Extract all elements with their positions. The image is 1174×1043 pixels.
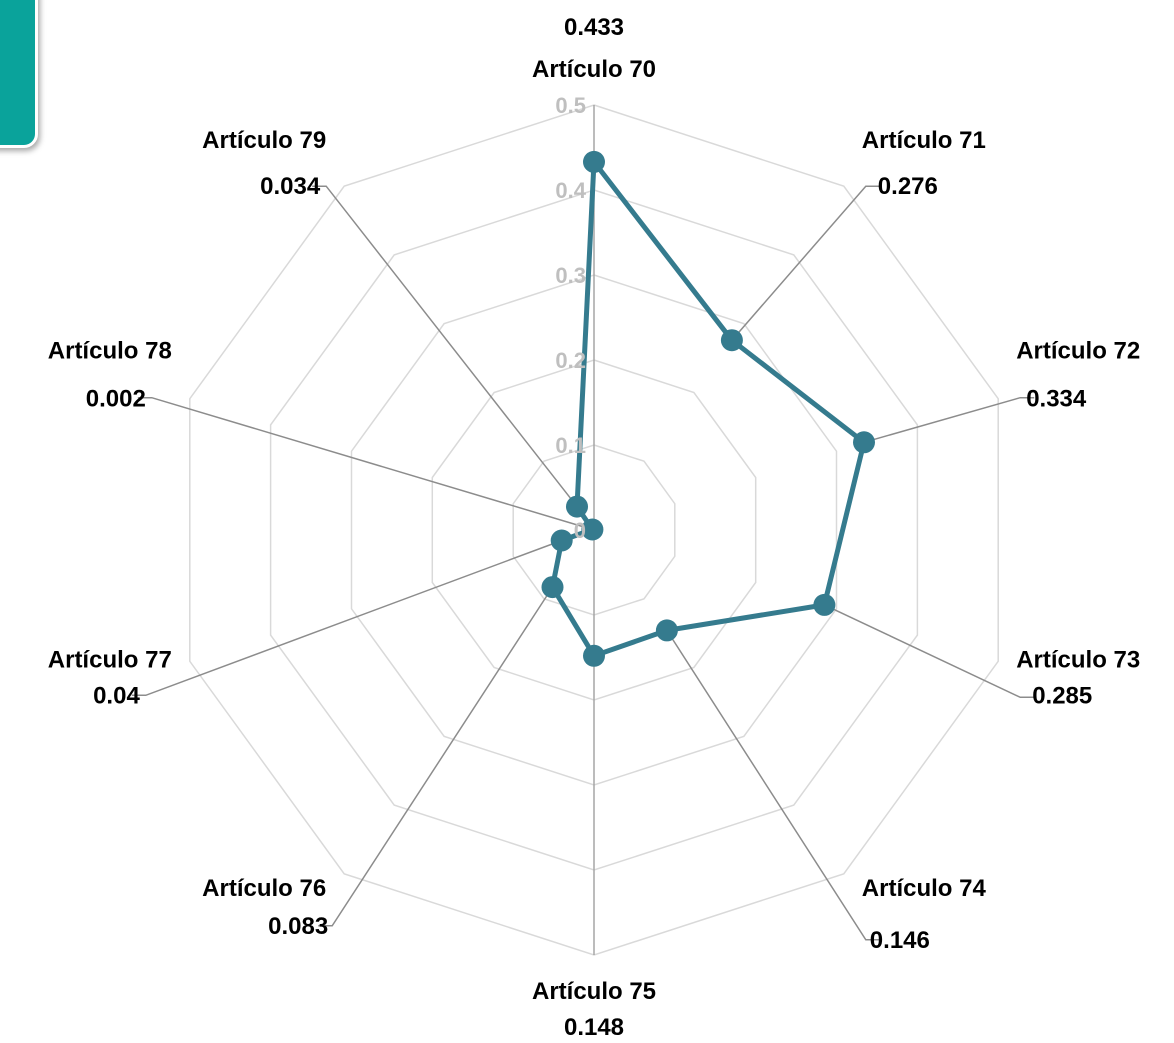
- leader-line: [131, 539, 562, 697]
- data-point-marker: [813, 593, 836, 616]
- category-label: Artículo 71: [862, 127, 986, 154]
- leader-line: [318, 586, 554, 927]
- value-label: 0.034: [260, 173, 321, 200]
- category-label: Artículo 72: [1016, 338, 1140, 365]
- leader-line: [824, 604, 1035, 699]
- data-point-marker: [655, 619, 678, 642]
- category-label: Artículo 77: [48, 646, 172, 673]
- corner-tab-decoration: [0, 0, 38, 148]
- value-label: 0.04: [93, 682, 140, 709]
- value-label: 0.285: [1032, 682, 1092, 709]
- category-label: Artículo 75: [532, 978, 656, 1005]
- tick-label: 0: [574, 518, 586, 543]
- value-label: 0.148: [564, 1014, 624, 1041]
- value-label: 0.002: [86, 386, 146, 413]
- category-label: Artículo 70: [532, 56, 656, 83]
- leader-line: [666, 629, 880, 941]
- leader-line: [312, 185, 578, 508]
- data-point-marker: [853, 431, 875, 454]
- category-label: Artículo 78: [48, 338, 172, 365]
- tick-label: 0.2: [555, 348, 586, 373]
- series-line: [550, 159, 867, 659]
- leader-line: [863, 396, 1035, 444]
- tick-label: 0.3: [555, 263, 586, 288]
- data-point-marker: [583, 150, 605, 173]
- tick-label: 0.5: [555, 93, 586, 118]
- data-point-marker: [720, 329, 743, 352]
- data-point-marker: [583, 644, 605, 667]
- category-label: Artículo 79: [202, 127, 326, 154]
- tick-label: 0.1: [555, 433, 586, 458]
- value-label: 0.334: [1026, 386, 1087, 413]
- leader-line: [137, 396, 593, 531]
- value-label: 0.276: [878, 173, 938, 200]
- leader-line: [731, 185, 880, 341]
- radar-grid: [189, 104, 999, 956]
- value-label: 0.433: [564, 14, 624, 41]
- leader-lines: [131, 185, 1035, 941]
- data-series: [541, 150, 875, 667]
- data-point-marker: [550, 529, 573, 552]
- labels: 0 0.1 0.2 0.3 0.4 0.5 Artículo 70 0.433 Artículo…: [48, 14, 1140, 1041]
- data-point-marker: [581, 518, 604, 541]
- data-point-marker: [566, 495, 588, 518]
- value-label: 0.146: [870, 927, 930, 954]
- tick-label: 0.4: [555, 178, 586, 203]
- category-label: Artículo 73: [1016, 646, 1140, 673]
- category-label: Artículo 76: [202, 875, 326, 902]
- data-point-marker: [541, 576, 564, 599]
- value-label: 0.083: [268, 913, 328, 940]
- category-label: Artículo 74: [862, 875, 987, 902]
